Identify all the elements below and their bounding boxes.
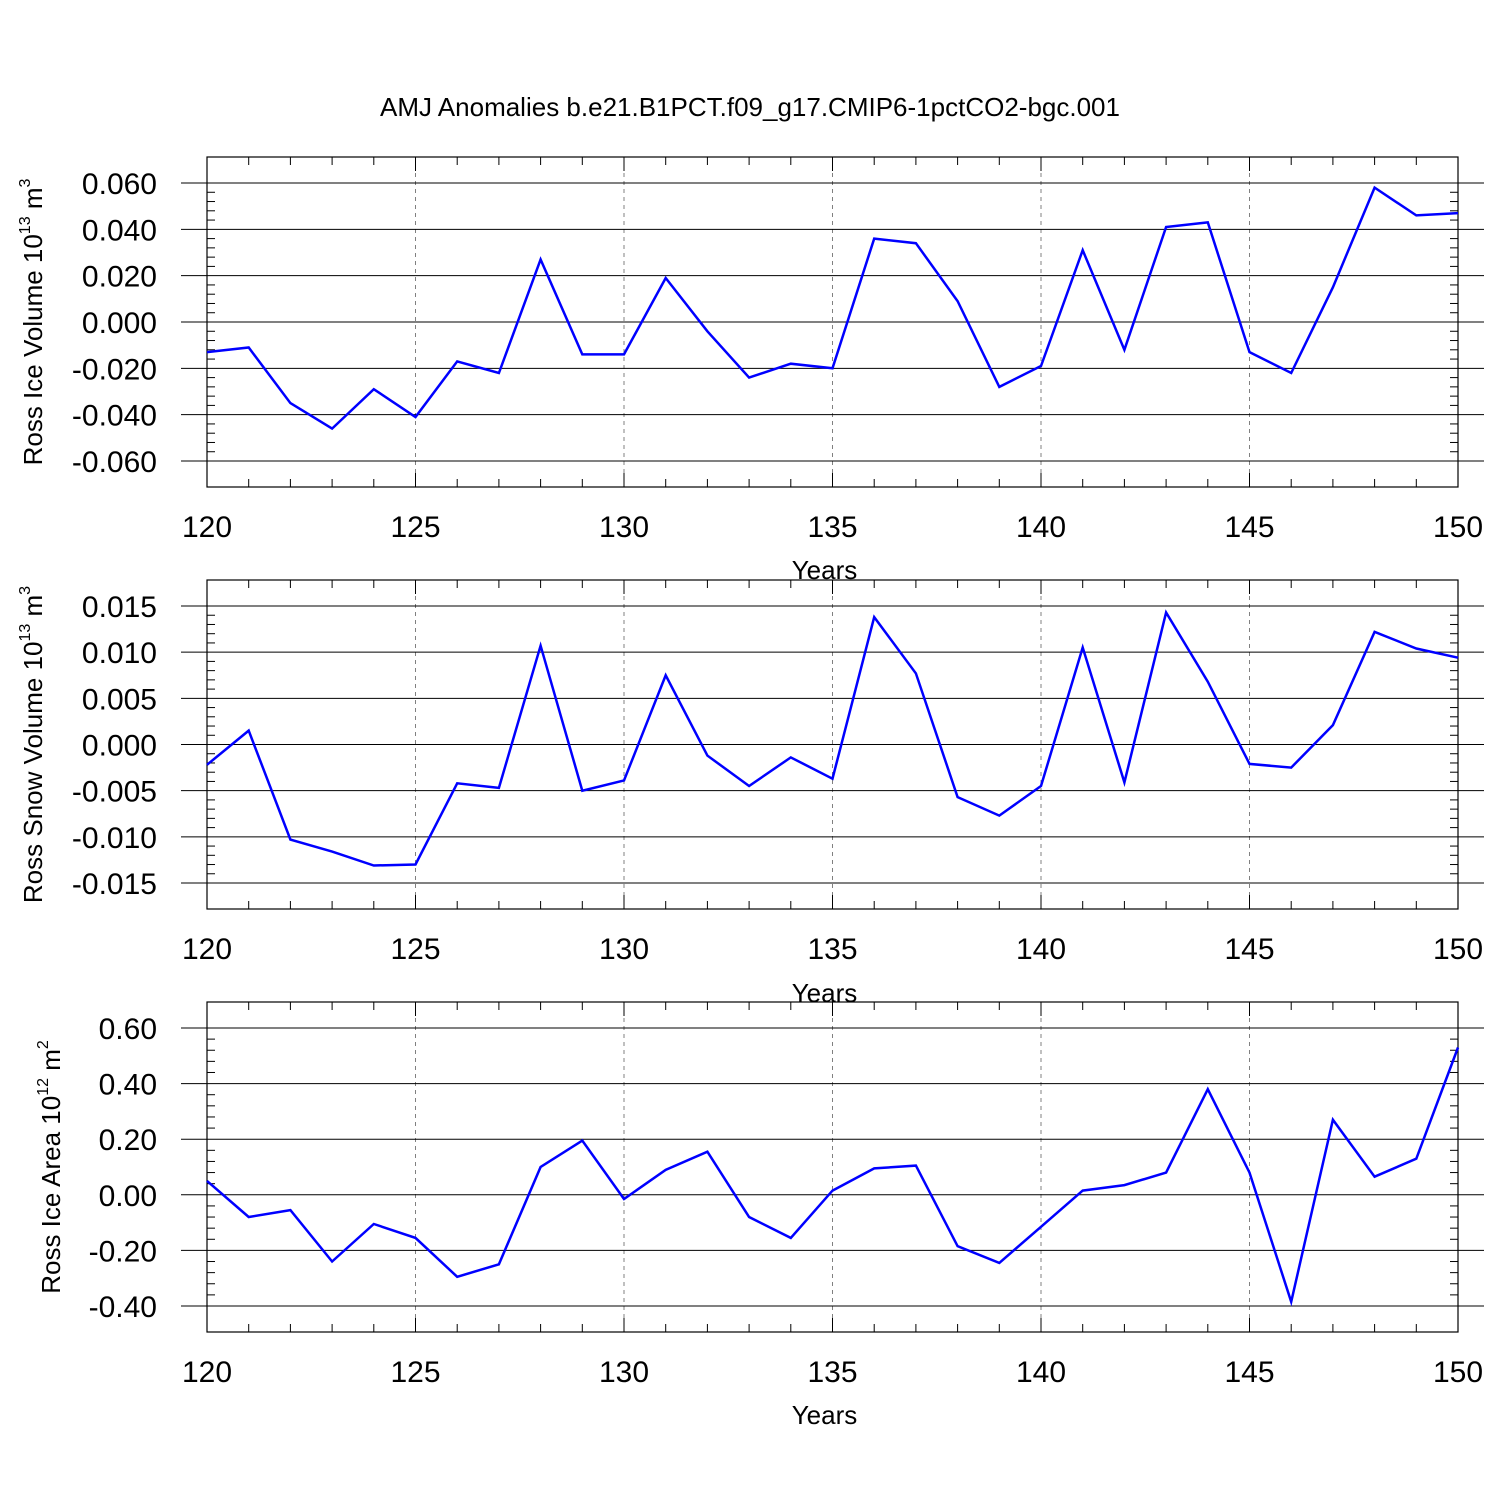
y-tick-label: -0.40 bbox=[89, 1291, 157, 1324]
y-tick-label: -0.005 bbox=[72, 776, 157, 809]
x-tick-label: 120 bbox=[182, 933, 232, 966]
x-tick-label: 120 bbox=[182, 511, 232, 544]
x-tick-label: 140 bbox=[1016, 511, 1066, 544]
y-tick-label: 0.020 bbox=[82, 261, 157, 294]
series-line bbox=[206, 1047, 1460, 1307]
x-tick-label: 145 bbox=[1224, 1356, 1274, 1389]
x-tick-label: 125 bbox=[390, 1356, 440, 1389]
page-title: AMJ Anomalies b.e21.B1PCT.f09_g17.CMIP6-… bbox=[380, 92, 1120, 122]
x-tick-label: 145 bbox=[1224, 933, 1274, 966]
y-tick-label: 0.20 bbox=[99, 1124, 157, 1157]
x-tick-label: 130 bbox=[599, 933, 649, 966]
x-axis-title: Years bbox=[792, 978, 858, 1008]
x-tick-label: 150 bbox=[1433, 933, 1483, 966]
y-tick-label: 0.015 bbox=[82, 591, 157, 624]
x-tick-label: 140 bbox=[1016, 1356, 1066, 1389]
y-axis-title: Ross Ice Volume 1013 m3 bbox=[17, 178, 48, 465]
x-tick-label: 145 bbox=[1224, 511, 1274, 544]
y-tick-label: -0.015 bbox=[72, 868, 157, 901]
series-line bbox=[206, 185, 1459, 431]
y-tick-label: 0.000 bbox=[82, 730, 157, 763]
y-tick-label: 0.60 bbox=[99, 1013, 157, 1046]
y-tick-label: 0.00 bbox=[99, 1180, 157, 1213]
x-tick-label: 130 bbox=[599, 511, 649, 544]
panel-3: 0.60 0.40 0.20 0.00 -0.20 -0.40 120 125 130 135 14… bbox=[35, 1001, 1484, 1430]
x-tick-label: 125 bbox=[390, 933, 440, 966]
x-tick-label: 150 bbox=[1433, 511, 1483, 544]
x-tick-label: 120 bbox=[182, 1356, 232, 1389]
x-tick-label: 135 bbox=[807, 1356, 857, 1389]
series-line bbox=[206, 609, 1459, 867]
y-tick-label: -0.010 bbox=[72, 822, 157, 855]
y-tick-label: -0.060 bbox=[72, 446, 157, 479]
y-tick-label: 0.060 bbox=[82, 168, 157, 201]
x-tick-label: 135 bbox=[807, 933, 857, 966]
x-tick-label: 140 bbox=[1016, 933, 1066, 966]
x-tick-label: 135 bbox=[807, 511, 857, 544]
x-axis-title: Years bbox=[792, 1400, 858, 1430]
x-tick-label: 150 bbox=[1433, 1356, 1483, 1389]
panel-1: 0.060 0.040 0.020 0.000 -0.020 -0.040 -0.060 12… bbox=[17, 156, 1484, 585]
y-tick-label: 0.40 bbox=[99, 1069, 157, 1102]
y-tick-label: 0.010 bbox=[82, 637, 157, 670]
x-tick-label: 130 bbox=[599, 1356, 649, 1389]
panel-2: 0.015 0.010 0.005 0.000 -0.005 -0.010 -0.015 12… bbox=[17, 579, 1484, 1008]
y-tick-label: -0.040 bbox=[72, 400, 157, 433]
x-tick-label: 125 bbox=[390, 511, 440, 544]
y-axis-title: Ross Snow Volume 1013 m3 bbox=[17, 586, 48, 903]
y-tick-label: 0.005 bbox=[82, 683, 157, 716]
y-tick-label: 0.040 bbox=[82, 214, 157, 247]
y-tick-label: 0.000 bbox=[82, 307, 157, 340]
y-tick-label: -0.20 bbox=[89, 1235, 157, 1268]
y-tick-label: -0.020 bbox=[72, 353, 157, 386]
y-axis-title: Ross Ice Area 1012 m2 bbox=[35, 1040, 66, 1294]
